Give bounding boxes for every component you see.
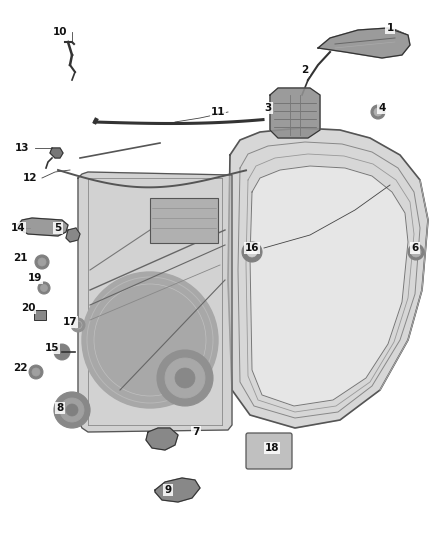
- Circle shape: [247, 247, 257, 257]
- Polygon shape: [228, 128, 428, 428]
- Circle shape: [157, 350, 213, 406]
- Circle shape: [40, 285, 47, 292]
- FancyBboxPatch shape: [246, 433, 292, 469]
- Text: 17: 17: [63, 317, 78, 327]
- Circle shape: [411, 247, 421, 257]
- Text: 3: 3: [265, 103, 272, 113]
- Circle shape: [165, 358, 205, 398]
- Text: 7: 7: [192, 427, 200, 437]
- Circle shape: [38, 258, 46, 266]
- Text: 22: 22: [13, 363, 27, 373]
- Text: 18: 18: [265, 443, 279, 453]
- Polygon shape: [250, 166, 408, 406]
- Text: 15: 15: [45, 343, 59, 353]
- Circle shape: [66, 404, 78, 416]
- Circle shape: [82, 272, 218, 408]
- Text: 20: 20: [21, 303, 35, 313]
- Polygon shape: [50, 148, 63, 158]
- Circle shape: [371, 105, 385, 119]
- Text: 8: 8: [57, 403, 64, 413]
- Bar: [150, 198, 218, 243]
- Circle shape: [35, 255, 49, 269]
- Text: 16: 16: [245, 243, 259, 253]
- Circle shape: [175, 368, 195, 388]
- Circle shape: [408, 244, 424, 260]
- Polygon shape: [155, 478, 200, 502]
- Text: 13: 13: [15, 143, 29, 153]
- Text: 10: 10: [53, 27, 67, 37]
- Circle shape: [374, 108, 382, 116]
- Polygon shape: [18, 218, 68, 236]
- Text: 1: 1: [386, 23, 394, 33]
- Text: 6: 6: [411, 243, 419, 253]
- Text: 5: 5: [54, 223, 62, 233]
- Text: 19: 19: [28, 273, 42, 283]
- Text: 21: 21: [13, 253, 27, 263]
- Circle shape: [60, 398, 84, 422]
- Circle shape: [54, 344, 70, 360]
- Polygon shape: [66, 228, 80, 242]
- Text: 2: 2: [301, 65, 309, 75]
- Circle shape: [38, 282, 50, 294]
- Circle shape: [71, 318, 85, 332]
- Text: 9: 9: [164, 485, 172, 495]
- Circle shape: [54, 392, 90, 428]
- Polygon shape: [146, 428, 178, 450]
- Polygon shape: [78, 172, 232, 432]
- Polygon shape: [270, 88, 320, 138]
- Circle shape: [32, 368, 40, 376]
- Circle shape: [242, 242, 262, 262]
- Circle shape: [29, 365, 43, 379]
- Text: 11: 11: [211, 107, 225, 117]
- Text: 12: 12: [23, 173, 37, 183]
- Bar: [34, 310, 46, 320]
- Text: 4: 4: [378, 103, 386, 113]
- Polygon shape: [318, 28, 410, 58]
- Text: 14: 14: [11, 223, 25, 233]
